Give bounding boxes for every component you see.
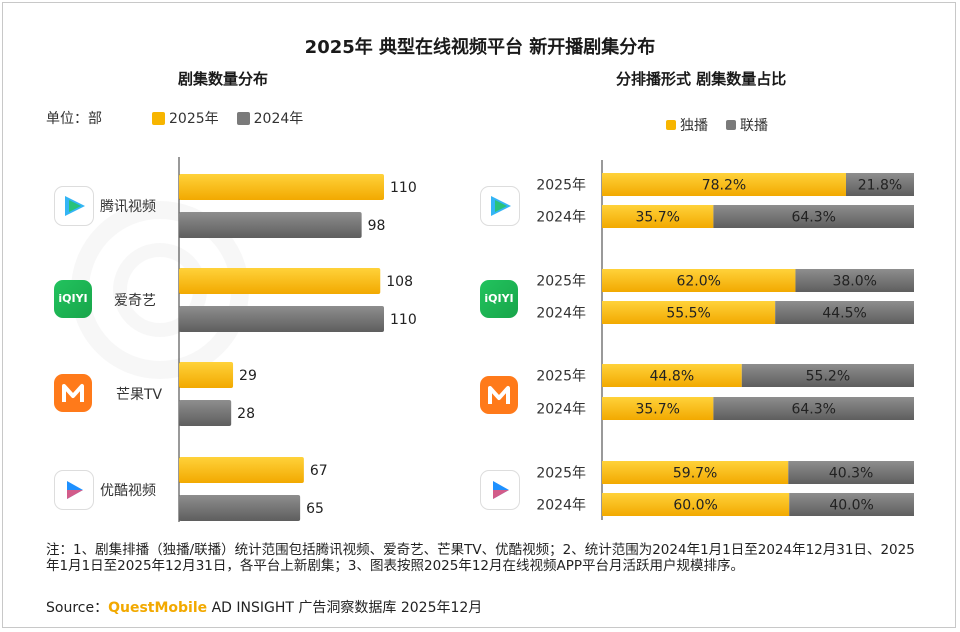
legend-label-2024: 2024年 [253,111,304,127]
legend-swatch-2025 [152,111,165,125]
bar-2025-1 [179,268,381,294]
source-brand: QuestMobile [108,600,208,616]
chart-title: 2025年 典型在线视频平台 新开播剧集分布 [304,37,656,58]
footnote: 注：1、剧集排播（独播/联播）统计范围包括腾讯视频、爱奇艺、芒果TV、优酷视频；… [46,542,915,574]
stack-exclusive-label-0-0: 78.2% [702,178,746,194]
stack-exclusive-label-2-1: 35.7% [635,402,679,418]
stack-joint-label-2-1: 64.3% [791,402,835,418]
youku-logo [54,470,94,510]
stack-exclusive-label-0-1: 35.7% [635,210,679,226]
bar-value-label-2025-0: 110 [390,180,417,196]
stack-exclusive-2-0 [602,364,742,387]
stack-exclusive-label-3-1: 60.0% [673,498,717,514]
stack-joint-2-0 [741,364,914,387]
bar-value-label-2024-1: 110 [390,312,417,328]
stack-joint-0-1 [713,205,914,228]
stack-exclusive-3-1 [602,493,790,516]
stack-exclusive-3-0 [602,461,789,484]
year-label-3-1: 2024年 [536,498,586,514]
stack-joint-label-1-1: 44.5% [822,306,866,322]
legend-item-2025: 2025年 [152,108,219,128]
legend-item-joint: 联播 [726,115,768,135]
bar-2025-0 [179,174,384,200]
bar-value-label-2025-1: 108 [386,274,413,290]
bar-2024-0 [179,212,362,238]
bar-2024-3 [179,495,301,521]
year-label-0-1: 2024年 [536,210,586,226]
source-detail: AD INSIGHT 广告洞察数据库 2025年12月 [207,600,483,616]
tencent-video-logo [54,186,94,226]
stack-joint-label-3-1: 40.0% [829,498,873,514]
legend-item-exclusive: 独播 [666,115,708,135]
platform-name-tencent: 腾讯视频 [100,199,156,215]
left-legend: 2025年 2024年 [152,108,321,128]
bar-2024-2 [179,400,232,426]
mango-tv-logo [54,374,92,412]
platform-name-youku: 优酷视频 [100,483,156,499]
stack-exclusive-0-0 [602,173,846,196]
year-label-1-0: 2025年 [536,274,586,290]
stack-joint-0-0 [845,173,914,196]
youku-logo-right [480,470,520,510]
left-subtitle: 剧集数量分布 [178,70,269,88]
source-label: Source： [46,600,109,616]
platform-name-iqiyi: 爱奇艺 [114,293,156,309]
stack-joint-label-0-1: 64.3% [791,210,835,226]
bar-2024-1 [179,306,384,332]
legend-label-joint: 联播 [740,118,768,134]
year-label-0-0: 2025年 [536,178,586,194]
stack-joint-1-1 [775,301,914,324]
stack-exclusive-2-1 [602,397,714,420]
stack-exclusive-label-3-0: 59.7% [673,466,717,482]
iqiyi-logo-right: iQIYI [480,280,518,318]
stack-joint-label-1-0: 38.0% [832,274,876,290]
bar-value-label-2024-2: 28 [237,406,255,422]
stack-exclusive-label-1-0: 62.0% [676,274,720,290]
bar-2025-2 [179,362,234,388]
stack-joint-label-3-0: 40.3% [829,466,873,482]
stack-joint-label-2-0: 55.2% [806,369,850,385]
right-subtitle: 分排播形式 剧集数量占比 [616,70,787,88]
year-label-2-0: 2025年 [536,369,586,385]
source-line: Source：QuestMobile AD INSIGHT 广告洞察数据库 20… [46,597,482,617]
stack-exclusive-label-1-1: 55.5% [666,306,710,322]
legend-item-2024: 2024年 [236,108,304,128]
legend-label-exclusive: 独播 [680,118,708,134]
stack-exclusive-label-2-0: 44.8% [650,369,694,385]
stack-joint-3-0 [788,461,914,484]
year-label-1-1: 2024年 [536,306,586,322]
legend-swatch-joint [726,120,736,130]
iqiyi-logo: iQIYI [54,280,92,318]
right-legend: 独播 联播 [666,115,786,135]
year-label-3-0: 2025年 [536,466,586,482]
bar-value-label-2025-3: 67 [310,463,328,479]
stack-joint-2-1 [713,397,914,420]
stack-joint-1-0 [795,269,914,292]
stack-exclusive-1-1 [602,301,776,324]
legend-swatch-2024 [236,111,250,125]
bar-2025-3 [179,457,304,483]
stack-joint-label-0-0: 21.8% [858,178,902,194]
platform-name-mango: 芒果TV [116,387,163,403]
mango-tv-logo-right [480,376,518,414]
stack-joint-3-1 [789,493,914,516]
legend-swatch-exclusive [666,120,676,130]
bar-value-label-2024-3: 65 [306,501,324,517]
stack-exclusive-0-1 [602,205,714,228]
year-label-2-1: 2024年 [536,402,586,418]
bar-value-label-2025-2: 29 [239,368,257,384]
legend-label-2025: 2025年 [169,111,219,127]
bar-value-label-2024-0: 98 [368,218,386,234]
unit-label: 单位：部 [46,111,102,127]
tencent-video-logo-right [480,186,520,226]
stack-exclusive-1-0 [602,269,796,292]
